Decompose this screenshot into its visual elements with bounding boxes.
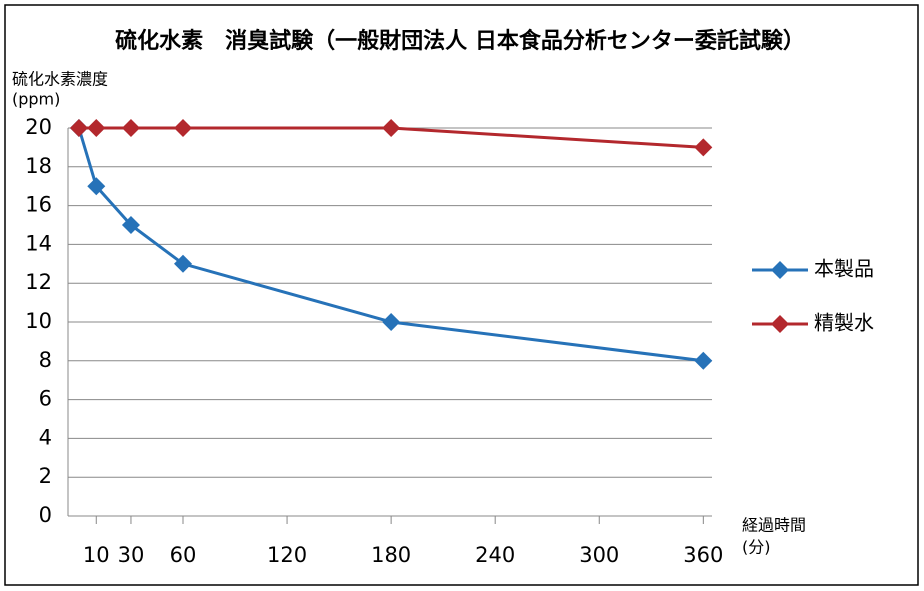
x-tick-label: 30 xyxy=(118,543,145,567)
y-tick-label: 0 xyxy=(39,503,52,527)
y-tick-label: 16 xyxy=(25,193,52,217)
data-point xyxy=(87,177,106,196)
y-tick-label: 4 xyxy=(39,425,52,449)
y-tick-label: 2 xyxy=(39,464,52,488)
legend-label: 精製水 xyxy=(814,311,874,335)
legend-label: 本製品 xyxy=(814,257,874,281)
data-point xyxy=(382,313,401,331)
data-point xyxy=(69,119,88,137)
y-tick-label: 12 xyxy=(25,270,52,294)
series-line xyxy=(77,127,704,363)
x-tick-label: 120 xyxy=(267,543,307,567)
chart-title: 硫化水素 消臭試験（一般財団法人 日本食品分析センター委託試験） xyxy=(115,28,805,54)
y-tick-label: 20 xyxy=(25,115,52,139)
x-tick-label: 240 xyxy=(475,543,515,567)
data-point xyxy=(173,254,192,273)
x-axis-unit: (分) xyxy=(742,538,771,557)
y-tick-label: 8 xyxy=(39,348,52,372)
y-tick-label: 10 xyxy=(25,309,52,333)
frame xyxy=(4,4,919,586)
data-point xyxy=(121,216,140,234)
x-tick-label: 360 xyxy=(683,543,723,567)
y-tick-label: 14 xyxy=(25,231,52,255)
data-point xyxy=(87,119,106,137)
y-tick-label: 6 xyxy=(39,387,52,411)
legend-marker xyxy=(771,261,789,279)
data-point xyxy=(121,119,140,137)
x-axis-label: 経過時間 xyxy=(742,516,806,535)
y-axis-label: 硫化水素濃度 xyxy=(12,70,108,89)
y-axis-unit: (ppm) xyxy=(12,90,60,109)
x-tick-label: 180 xyxy=(371,543,411,567)
x-tick-label: 300 xyxy=(579,543,619,567)
data-point xyxy=(382,119,401,137)
data-point xyxy=(694,351,713,370)
legend-marker xyxy=(771,315,789,333)
y-tick-label: 18 xyxy=(25,154,52,178)
data-point xyxy=(173,119,192,137)
data-point xyxy=(694,138,713,157)
x-tick-label: 60 xyxy=(170,543,197,567)
x-tick-label: 10 xyxy=(83,543,110,567)
